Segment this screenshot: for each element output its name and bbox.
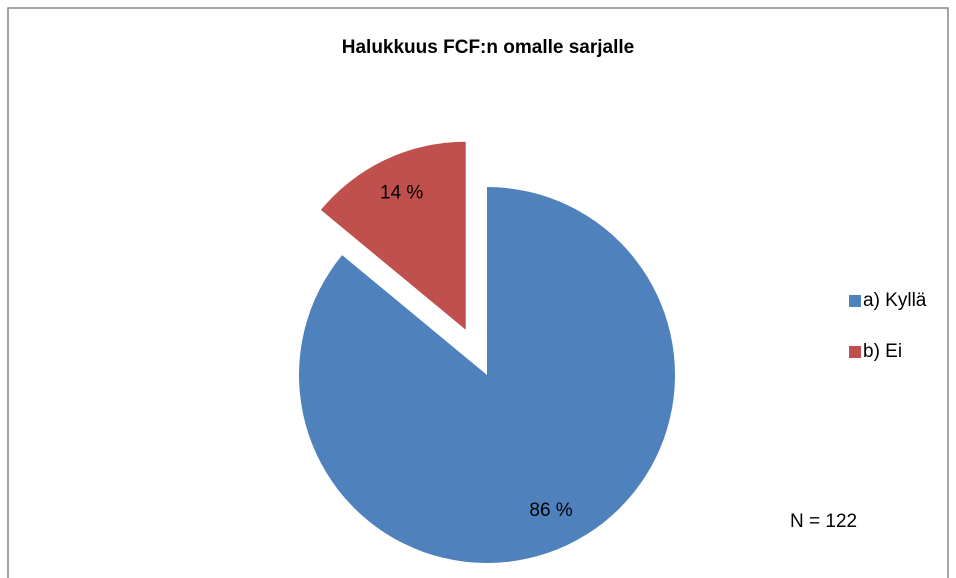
- pie-slice: [320, 141, 466, 330]
- legend-label: b) Ei: [863, 341, 902, 362]
- pie-slice: [298, 187, 675, 563]
- chart-frame: [7, 7, 949, 578]
- data-label: 86 %: [529, 500, 572, 521]
- annotation: N = 122: [790, 511, 857, 532]
- legend-swatch: [849, 346, 861, 358]
- legend-swatch: [849, 295, 861, 307]
- data-label: 14 %: [380, 183, 423, 204]
- legend-label: a) Kyllä: [863, 290, 927, 311]
- chart-title: Halukkuus FCF:n omalle sarjalle: [342, 37, 634, 58]
